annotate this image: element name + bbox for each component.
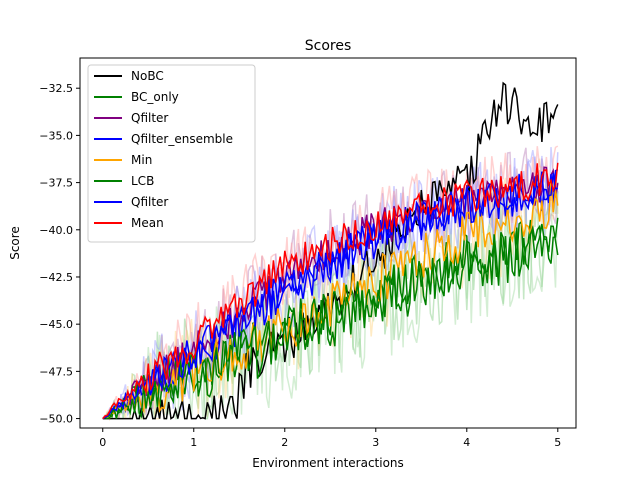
legend-label: Qfilter: [131, 195, 168, 209]
y-tick-label: −37.5: [39, 177, 73, 190]
x-tick-label: 0: [99, 436, 106, 449]
y-axis-ticks: −50.0 −47.5 −45.0 −42.5 −40.0 −37.5 −35.0 −32.5: [39, 82, 80, 426]
legend: NoBC BC_only Qfilter Qfilter_ensemble Min LCB…: [87, 64, 256, 243]
x-axis-label: Environment interactions: [252, 456, 404, 470]
series-lines-layer: [102, 81, 559, 420]
axes-frame: [79, 57, 577, 429]
x-tick-label: 5: [554, 436, 561, 449]
y-tick-label: −42.5: [39, 271, 73, 284]
x-tick-label: 4: [463, 436, 470, 449]
chart-title: Scores: [305, 38, 352, 54]
y-tick-label: −35.0: [39, 129, 73, 142]
y-tick-label: −47.5: [39, 365, 73, 378]
legend-box: [87, 64, 256, 243]
x-tick-label: 2: [281, 436, 288, 449]
legend-label: Min: [131, 153, 152, 167]
y-axis-label: Score: [8, 226, 22, 260]
legend-label: Qfilter_ensemble: [131, 132, 233, 146]
x-axis-ticks: 0 1 2 3 4 5: [99, 428, 561, 449]
y-tick-label: −45.0: [39, 318, 73, 331]
legend-label: Mean: [131, 216, 164, 230]
raw-run-mean: [102, 145, 559, 420]
series-line-lcb: [102, 217, 559, 420]
y-tick-label: −32.5: [39, 82, 73, 95]
legend-label: NoBC: [131, 69, 164, 83]
y-tick-label: −50.0: [39, 413, 73, 426]
y-tick-label: −40.0: [39, 224, 73, 237]
legend-label: Qfilter: [131, 111, 168, 125]
series-line-qfilter: [102, 166, 559, 420]
x-tick-label: 1: [190, 436, 197, 449]
legend-label: LCB: [131, 174, 154, 188]
series-line-bc-only: [102, 219, 559, 420]
series-line-mean: [102, 162, 559, 420]
x-tick-label: 3: [372, 436, 379, 449]
legend-label: BC_only: [131, 90, 179, 104]
